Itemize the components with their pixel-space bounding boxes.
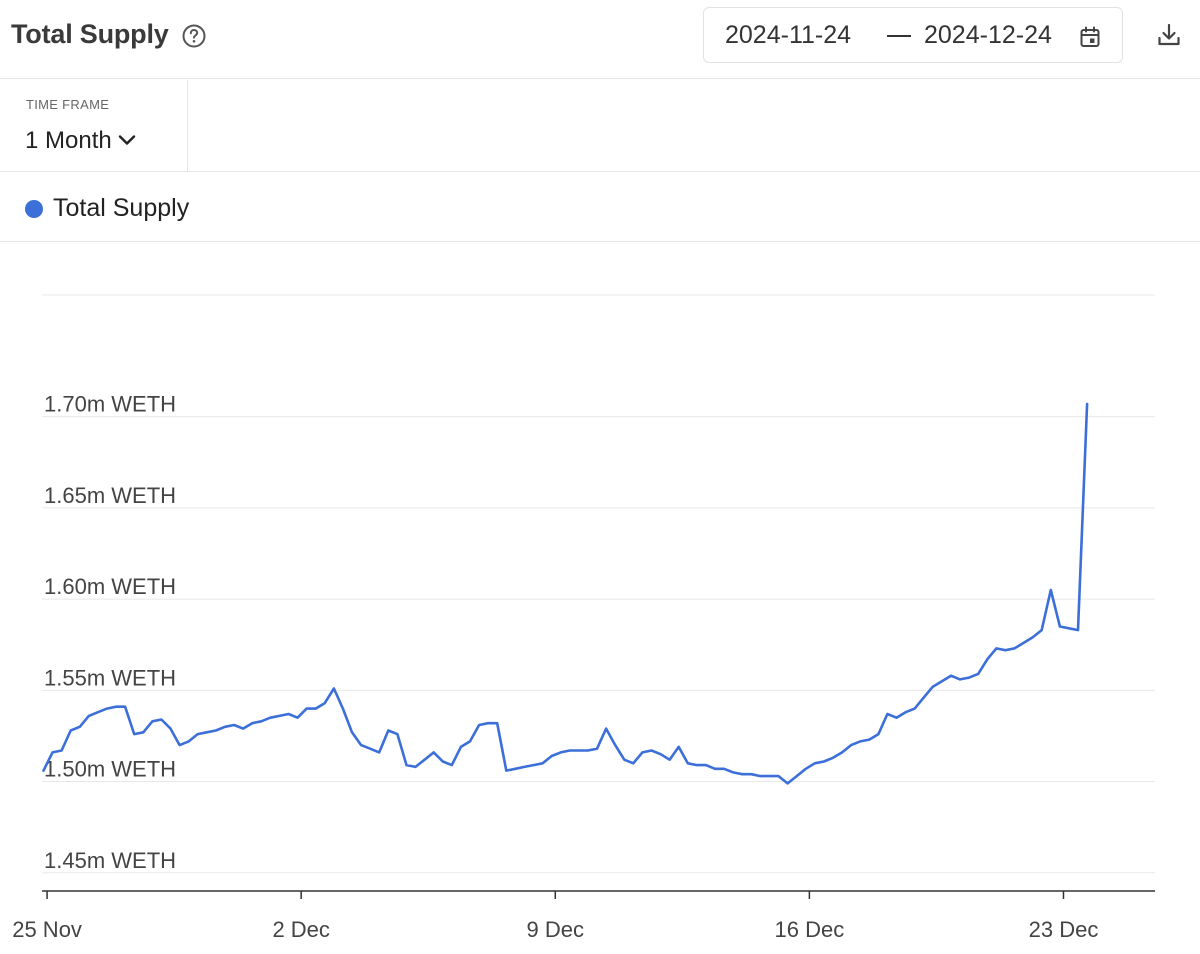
x-tick-label: 25 Nov [12, 917, 82, 942]
x-tick-label: 9 Dec [527, 917, 584, 942]
y-axis: 1.45m WETH 1.50m WETH 1.55m WETH 1.60m WETH… [44, 392, 176, 873]
y-tick-label: 1.60m WETH [44, 574, 176, 599]
series-layer [42, 402, 1089, 785]
x-axis: 25 Nov 2 Dec 9 Dec 16 Dec 23 Dec [12, 890, 1155, 942]
y-tick-label: 1.70m WETH [44, 392, 176, 417]
date-range-picker[interactable]: 2024-11-24 2024-12-24 [703, 7, 1123, 63]
y-tick-label: 1.65m WETH [44, 483, 176, 508]
timeframe-panel: TIME FRAME 1 Month [0, 80, 188, 172]
x-tick-label: 16 Dec [775, 917, 845, 942]
help-circle-icon[interactable] [181, 23, 207, 49]
divider [0, 171, 1200, 172]
date-separator [887, 35, 911, 37]
x-tick-label: 2 Dec [272, 917, 329, 942]
chart-title: Total Supply [11, 19, 169, 49]
timeframe-select[interactable]: 1 Month [25, 127, 136, 155]
grid-lines [42, 294, 1155, 874]
date-end[interactable]: 2024-12-24 [924, 21, 1052, 49]
x-tick-label: 23 Dec [1029, 917, 1099, 942]
y-tick-label: 1.55m WETH [44, 665, 176, 690]
chart-header: Total Supply 2024-11-24 2024-12-24 [0, 0, 1200, 79]
timeframe-value[interactable]: 1 Month [25, 127, 112, 154]
calendar-icon[interactable] [1078, 25, 1102, 49]
legend-dot [25, 200, 43, 218]
series-line-total-supply [42, 402, 1089, 785]
timeframe-label: TIME FRAME [26, 97, 110, 112]
legend-label[interactable]: Total Supply [53, 194, 190, 222]
date-start[interactable]: 2024-11-24 [725, 21, 852, 49]
chevron-down-icon[interactable] [118, 134, 136, 146]
y-tick-label: 1.45m WETH [44, 848, 176, 873]
line-chart: 1.45m WETH 1.50m WETH 1.55m WETH 1.60m WETH… [12, 294, 1155, 942]
download-icon[interactable] [1155, 21, 1183, 49]
divider [0, 241, 1200, 242]
y-tick-label: 1.50m WETH [44, 757, 176, 782]
